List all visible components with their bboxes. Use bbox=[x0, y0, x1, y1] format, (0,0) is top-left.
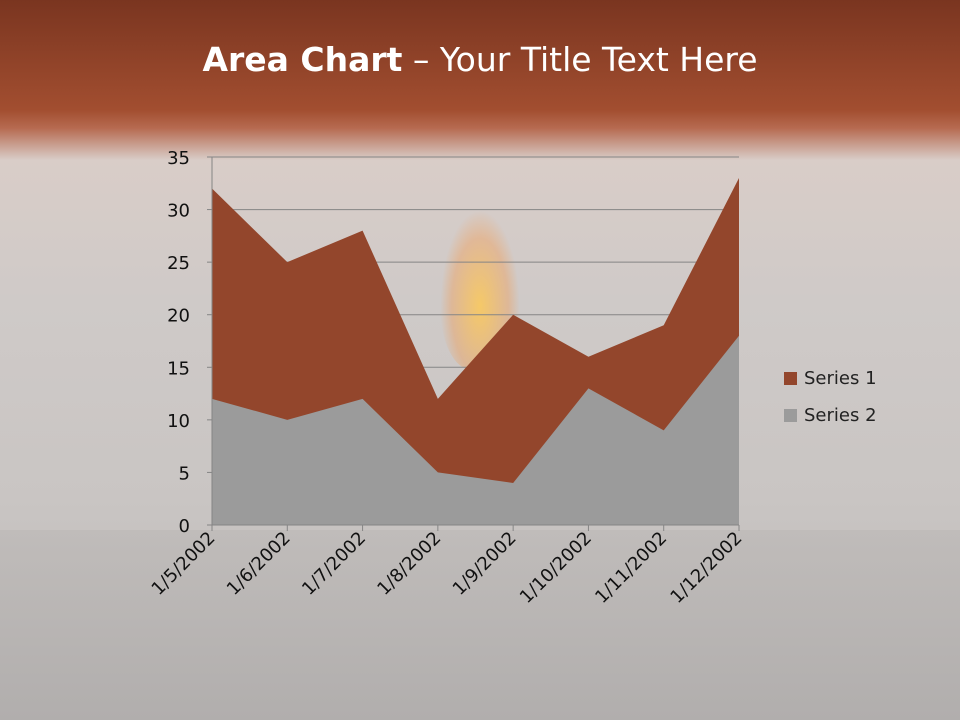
y-tick-label: 0 bbox=[179, 516, 190, 537]
y-tick-label: 25 bbox=[167, 253, 190, 274]
title-bold: Area Chart bbox=[202, 40, 403, 79]
x-tick-label: 1/6/2002 bbox=[223, 528, 295, 600]
legend-item-series-1: Series 1 bbox=[784, 360, 877, 397]
y-tick-label: 30 bbox=[167, 201, 190, 222]
x-tick-label: 1/12/2002 bbox=[666, 528, 746, 608]
legend-label: Series 2 bbox=[804, 405, 877, 426]
area-series-2 bbox=[212, 335, 739, 525]
x-tick-label: 1/11/2002 bbox=[591, 528, 671, 608]
legend-item-series-2: Series 2 bbox=[784, 397, 877, 434]
title-rest: – Your Title Text Here bbox=[402, 40, 758, 79]
x-tick-label: 1/7/2002 bbox=[298, 528, 370, 600]
legend-swatch bbox=[784, 409, 797, 422]
background-floor bbox=[0, 530, 960, 720]
legend-swatch bbox=[784, 372, 797, 385]
legend: Series 1 Series 2 bbox=[784, 360, 877, 434]
x-tick-label: 1/9/2002 bbox=[449, 528, 521, 600]
y-tick-label: 5 bbox=[179, 463, 190, 484]
slide-title: Area Chart – Your Title Text Here bbox=[0, 40, 960, 79]
y-tick-label: 35 bbox=[167, 148, 190, 169]
x-tick-label: 1/8/2002 bbox=[373, 528, 445, 600]
y-tick-label: 20 bbox=[167, 306, 190, 327]
x-tick-label: 1/5/2002 bbox=[148, 528, 220, 600]
legend-label: Series 1 bbox=[804, 368, 877, 389]
x-tick-label: 1/10/2002 bbox=[516, 528, 596, 608]
y-tick-label: 15 bbox=[167, 358, 190, 379]
y-tick-label: 10 bbox=[167, 411, 190, 432]
